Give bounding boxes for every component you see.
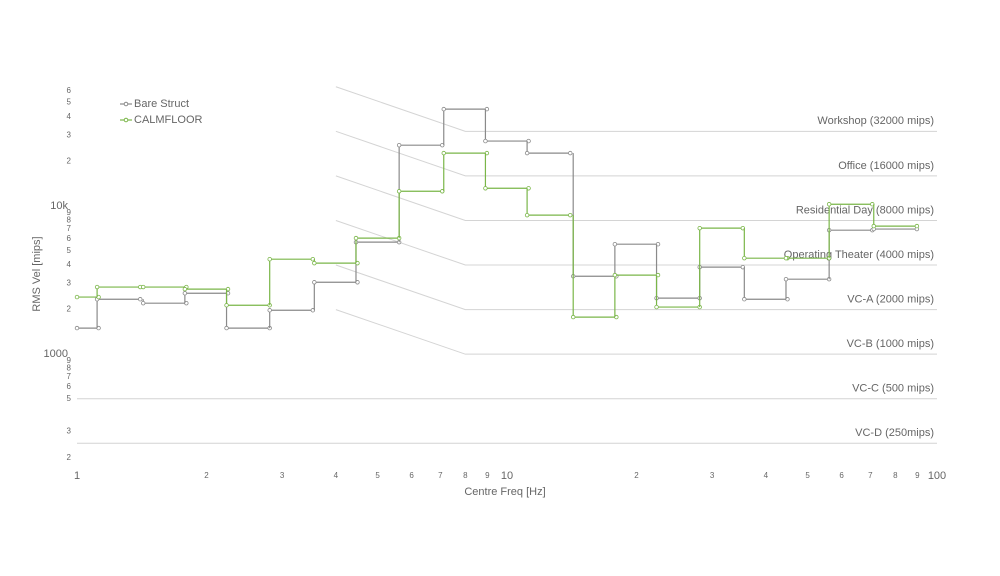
marker xyxy=(612,272,618,278)
marker xyxy=(826,202,832,207)
x-tick-label: 4 xyxy=(764,471,769,480)
x-tick-label: 5 xyxy=(805,471,810,480)
y-tick-label: 4 xyxy=(67,112,72,121)
y-tick-label: 9 xyxy=(67,356,72,365)
marker xyxy=(74,294,80,300)
marker xyxy=(570,314,576,320)
criterion-label: VC-D (250mips) xyxy=(855,427,934,439)
criterion-line xyxy=(335,309,937,355)
marker xyxy=(138,297,143,302)
marker xyxy=(74,325,80,331)
criterion-line xyxy=(335,130,937,177)
x-tick-label: 4 xyxy=(334,471,339,480)
marker xyxy=(224,303,229,308)
marker xyxy=(914,223,920,229)
y-tick-label: 8 xyxy=(67,364,72,373)
marker xyxy=(524,212,530,218)
marker xyxy=(742,297,747,302)
x-tick-label: 6 xyxy=(839,471,844,480)
criterion-label: Workshop (32000 mips) xyxy=(817,115,934,127)
x-tick-label: 5 xyxy=(375,471,380,480)
marker xyxy=(441,106,446,112)
y-tick-label: 5 xyxy=(67,394,72,403)
marker xyxy=(783,255,789,261)
criterion-label: Operating Theater (4000 mips) xyxy=(784,249,934,261)
marker xyxy=(742,255,747,261)
x-tick-label: 3 xyxy=(710,471,715,480)
marker xyxy=(396,189,402,194)
marker xyxy=(697,225,702,231)
y-tick-label: 3 xyxy=(67,279,72,288)
legend-marker xyxy=(123,101,129,107)
y-tick-label: 7 xyxy=(67,224,72,233)
y-tick-label: 5 xyxy=(67,98,72,107)
x-tick-label: 7 xyxy=(868,471,873,480)
y-tick-label: 1000 xyxy=(44,348,68,360)
x-tick-label: 8 xyxy=(463,471,468,480)
x-tick-label: 7 xyxy=(438,471,443,480)
y-tick-label: 6 xyxy=(67,382,72,391)
y-tick-label: 7 xyxy=(67,372,72,381)
criterion-label: VC-A (2000 mips) xyxy=(847,294,934,306)
y-tick-label: 8 xyxy=(67,216,72,225)
marker xyxy=(568,212,573,218)
x-tick-label: 10 xyxy=(501,470,513,482)
y-tick-label: 5 xyxy=(67,246,72,255)
x-tick-label: 2 xyxy=(204,471,209,480)
y-tick-label: 3 xyxy=(67,131,72,140)
legend-marker xyxy=(123,117,129,123)
marker xyxy=(312,260,317,266)
y-tick-label: 6 xyxy=(67,86,72,95)
marker xyxy=(312,280,317,285)
x-tick-label: 9 xyxy=(915,471,920,480)
criterion-line xyxy=(335,264,937,311)
marker xyxy=(182,286,188,292)
legend-label: CALMFLOOR xyxy=(134,114,203,126)
marker xyxy=(483,186,488,191)
marker xyxy=(568,150,573,156)
x-tick-label: 2 xyxy=(634,471,639,480)
criterion-label: Office (16000 mips) xyxy=(838,160,934,172)
marker xyxy=(524,150,530,156)
marker xyxy=(182,291,188,296)
y-tick-label: 3 xyxy=(67,427,72,436)
marker xyxy=(612,242,618,247)
y-tick-label: 2 xyxy=(67,453,72,462)
marker xyxy=(267,308,272,313)
x-axis-title: Centre Freq [Hz] xyxy=(464,486,545,498)
marker xyxy=(94,284,100,290)
criterion-label: VC-C (500 mips) xyxy=(852,383,934,395)
y-tick-label: 4 xyxy=(67,260,72,269)
criterion-label: VC-B (1000 mips) xyxy=(847,338,934,350)
y-tick-label: 6 xyxy=(67,234,72,243)
x-tick-label: 3 xyxy=(280,471,285,480)
marker xyxy=(654,304,659,310)
x-tick-label: 100 xyxy=(928,470,946,482)
x-tick-label: 8 xyxy=(893,471,898,480)
criterion-line xyxy=(335,175,937,221)
y-tick-label: 9 xyxy=(67,208,72,217)
marker xyxy=(267,256,272,262)
criterion-label: Residential Day (8000 mips) xyxy=(796,204,934,216)
x-tick-label: 1 xyxy=(74,470,80,482)
marker xyxy=(140,284,146,290)
criterion-line xyxy=(335,219,937,266)
marker xyxy=(441,150,446,156)
legend-label: Bare Struct xyxy=(134,98,189,110)
marker xyxy=(353,235,359,241)
x-tick-label: 6 xyxy=(409,471,414,480)
marker xyxy=(871,223,876,229)
marker xyxy=(396,142,402,148)
y-axis-title: RMS Vel [mips] xyxy=(31,236,43,311)
criterion-line xyxy=(335,86,937,132)
marker xyxy=(140,300,146,306)
y-tick-label: 10k xyxy=(50,200,68,212)
marker xyxy=(224,325,229,331)
y-tick-label: 2 xyxy=(67,157,72,166)
x-tick-label: 9 xyxy=(485,471,490,480)
marker xyxy=(483,138,488,144)
y-tick-label: 2 xyxy=(67,305,72,314)
marker xyxy=(783,276,789,282)
